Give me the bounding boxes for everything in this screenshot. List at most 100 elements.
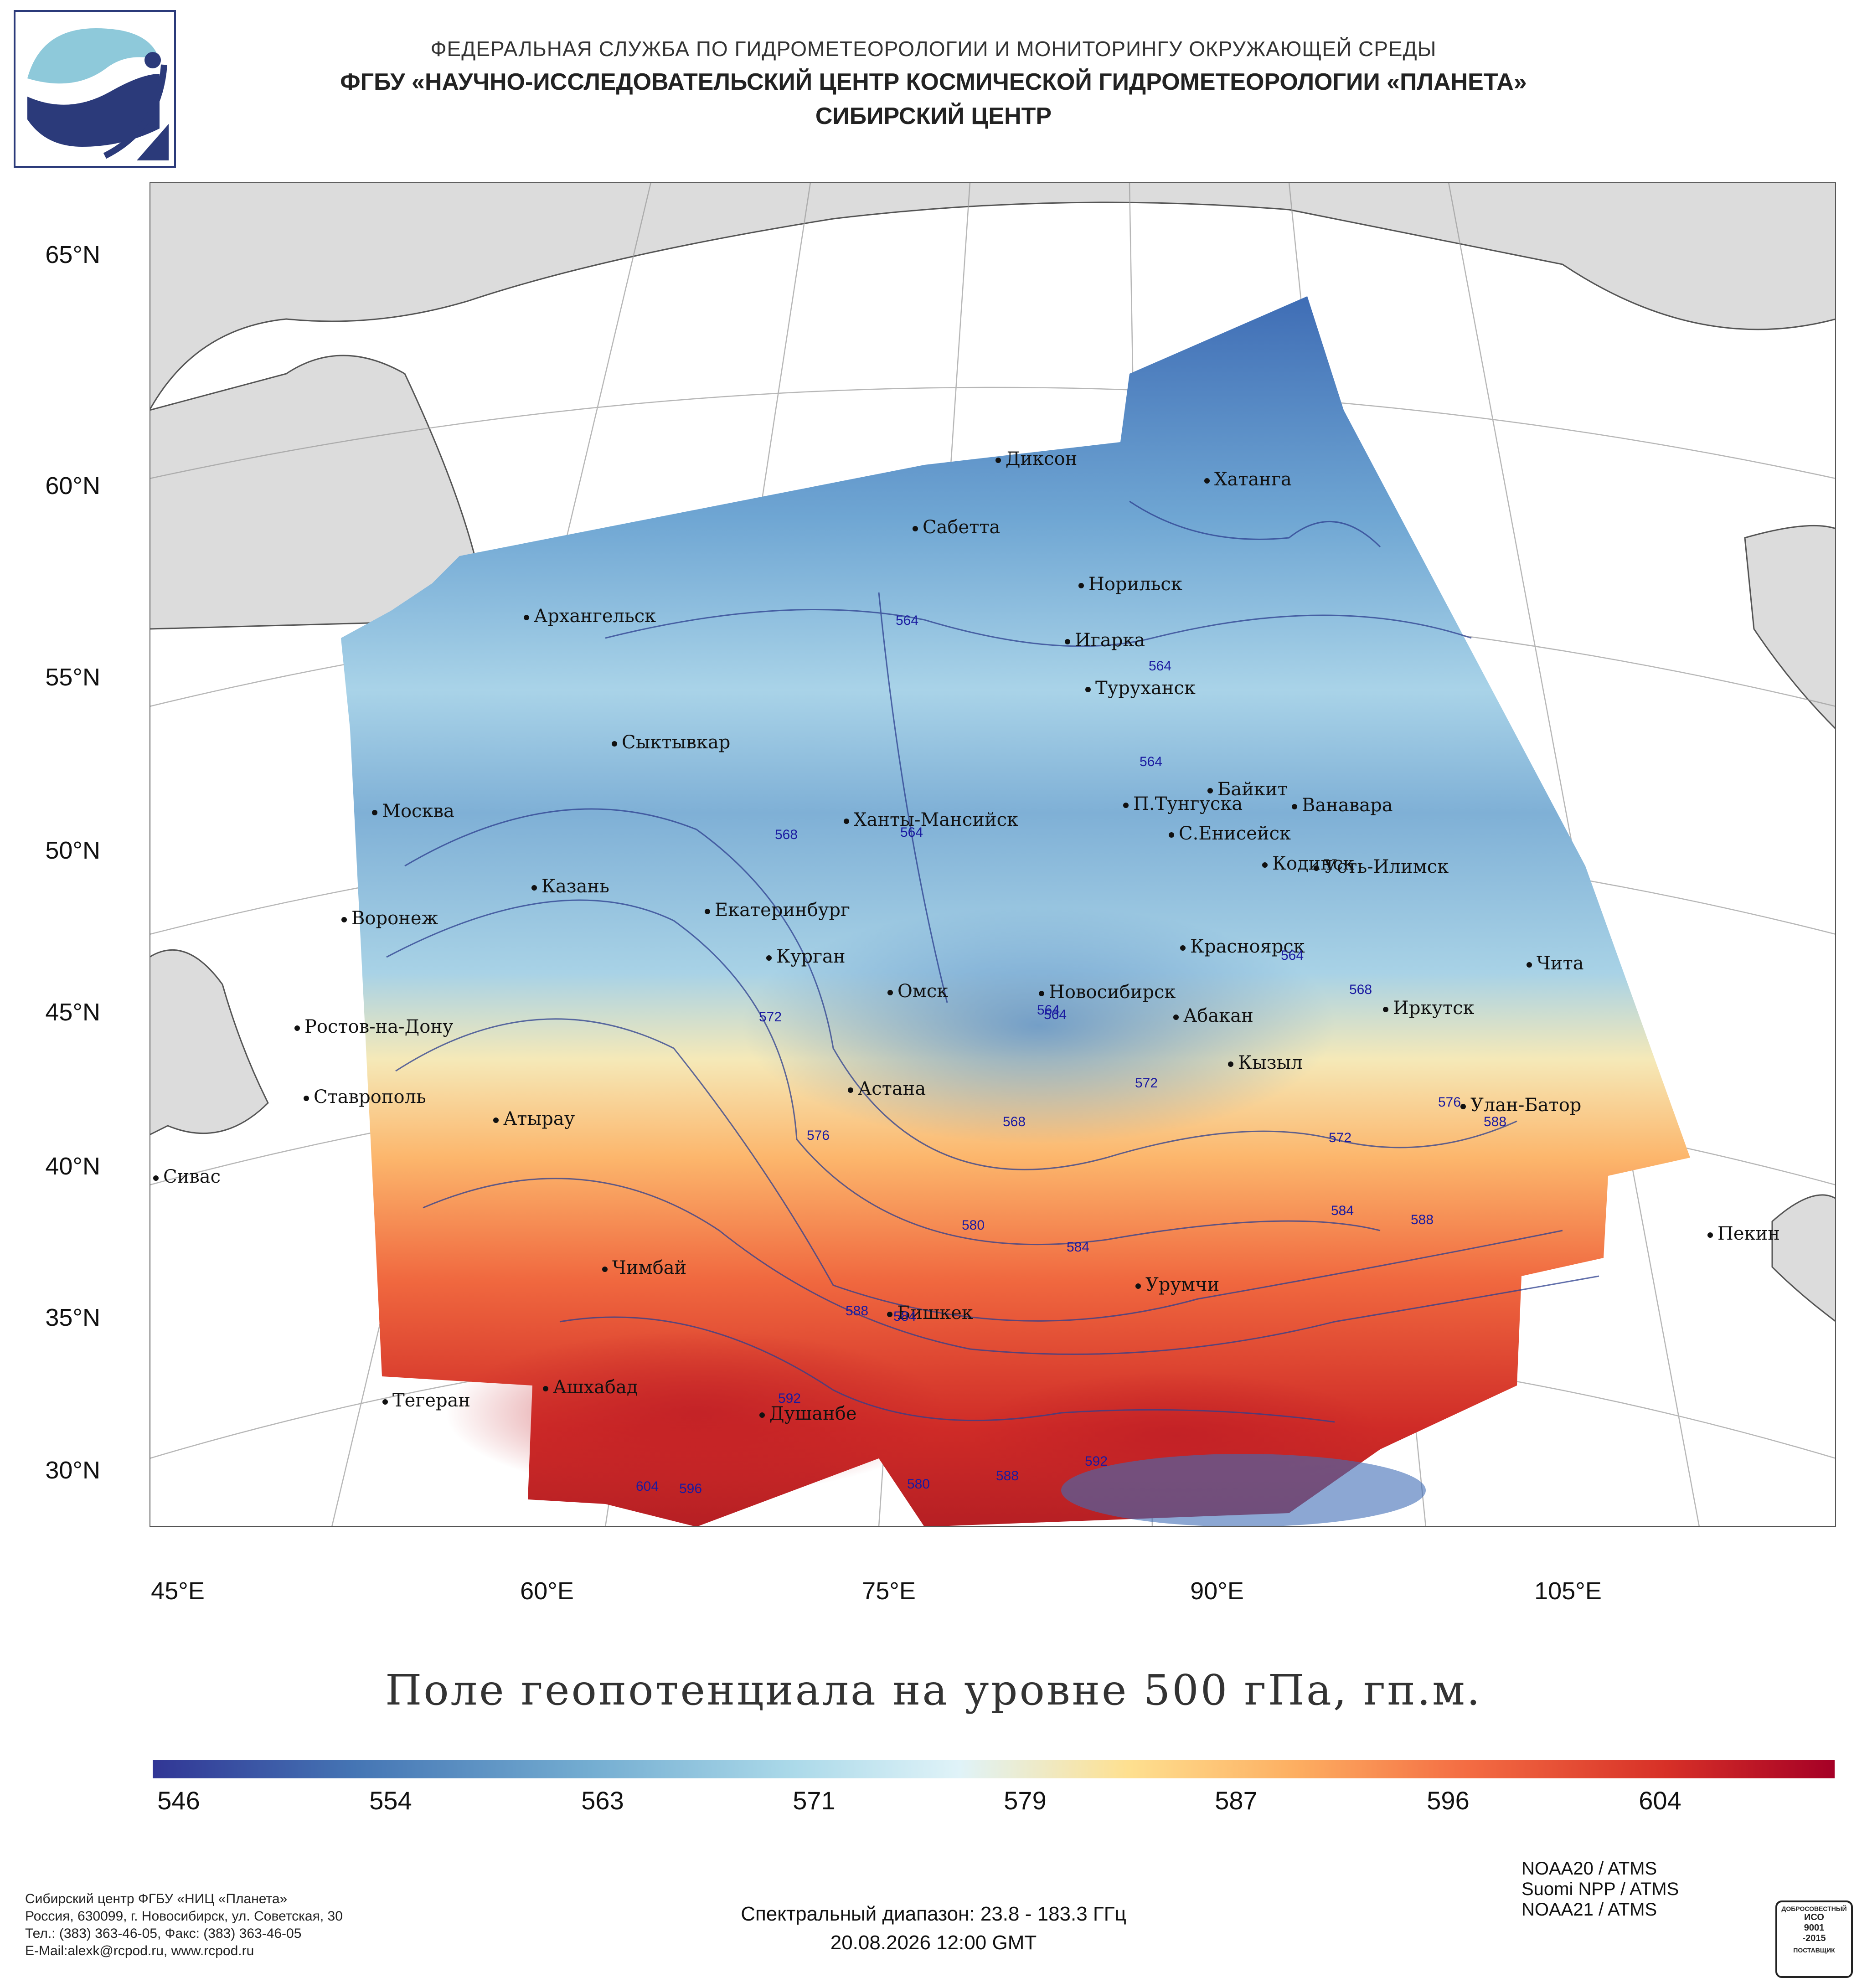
contour-label: 568 <box>1349 982 1372 997</box>
city-label: Красноярск <box>1190 936 1305 957</box>
city-marker <box>1204 478 1210 484</box>
city-marker <box>1527 962 1532 968</box>
contour-label: 564 <box>900 825 923 840</box>
contour-label: 564 <box>1149 659 1172 674</box>
city-label: Воронеж <box>351 908 438 929</box>
contour-label: 572 <box>1135 1076 1158 1091</box>
city-label: Бишкек <box>897 1303 973 1324</box>
city-marker <box>759 1412 765 1418</box>
city-marker <box>1173 1015 1179 1020</box>
city-label: Кодинск <box>1272 853 1355 874</box>
contour-label: 564 <box>1037 1003 1060 1018</box>
city-label: Чита <box>1537 953 1584 974</box>
city-label: Усть-Илимск <box>1324 856 1449 877</box>
city-marker <box>493 1118 499 1123</box>
lat-tick: 60°N <box>45 472 100 500</box>
map-title: Поле геопотенциала на уровне 500 гПа, гп… <box>385 1666 1482 1715</box>
city-label: Ставрополь <box>314 1087 426 1107</box>
iso-year: -2015 <box>1802 1933 1826 1943</box>
contour-label: 564 <box>896 613 919 628</box>
city-marker <box>153 1175 159 1181</box>
city-marker <box>848 1087 853 1093</box>
city-label: Пекин <box>1717 1223 1780 1244</box>
city-label: Сыктывкар <box>622 732 731 753</box>
city-label: Туруханск <box>1095 678 1196 699</box>
lon-tick: 60°E <box>520 1577 574 1605</box>
satellite-item: NOAA21 / ATMS <box>1521 1900 1657 1920</box>
city-marker <box>1262 862 1268 868</box>
contour-label: 592 <box>1085 1454 1108 1469</box>
lat-tick: 40°N <box>45 1153 100 1180</box>
city-label: Кызыл <box>1238 1052 1303 1073</box>
city-label: Хатанга <box>1214 469 1292 490</box>
city-label: С.Енисейск <box>1179 823 1291 844</box>
contour-label: 604 <box>636 1479 659 1494</box>
header-institute: ФГБУ «НАУЧНО-ИССЛЕДОВАТЕЛЬСКИЙ ЦЕНТР КОС… <box>340 69 1527 95</box>
city-label: Байкит <box>1217 779 1288 800</box>
city-marker <box>1085 687 1091 692</box>
contour-label: 568 <box>775 827 798 842</box>
city-label: Диксон <box>1006 448 1078 469</box>
contour-label: 588 <box>1411 1212 1434 1227</box>
contour-label: 588 <box>846 1303 869 1318</box>
city-marker <box>372 810 377 815</box>
footer-contacts: Сибирский центр ФГБУ «НИЦ «Планета» Росс… <box>25 1890 343 1960</box>
iso-label: ИСО <box>1804 1912 1824 1922</box>
contour-label: 580 <box>962 1218 985 1233</box>
colorbar <box>153 1760 1835 1778</box>
city-marker <box>543 1386 548 1391</box>
city-marker <box>341 917 347 922</box>
city-label: Омск <box>897 981 949 1002</box>
city-marker <box>913 526 918 531</box>
colorbar-label: 571 <box>793 1786 836 1815</box>
contour-label: 584 <box>1067 1240 1090 1255</box>
iso-badge: ДОБРОСОВЕСТНЫЙ ИСО 9001 -2015 ПОСТАВЩИК <box>1775 1900 1853 1978</box>
city-marker <box>1065 639 1070 644</box>
city-label: Сивас <box>163 1166 221 1187</box>
contour-label: 580 <box>907 1477 930 1492</box>
footer-email[interactable]: E-Mail:alexk@rcpod.ru, www.rcpod.ru <box>25 1943 254 1958</box>
city-label: Тегеран <box>392 1390 471 1411</box>
contour-label: 564 <box>1140 754 1163 769</box>
colorbar-label: 604 <box>1639 1786 1681 1815</box>
city-label: П.Тунгуска <box>1133 793 1243 814</box>
city-label: Казань <box>542 876 609 897</box>
city-label: Чимбай <box>612 1257 687 1278</box>
lon-tick: 90°E <box>1190 1577 1244 1605</box>
lon-tick: 105°E <box>1534 1577 1602 1605</box>
city-label: Москва <box>382 801 454 822</box>
city-label: Ванавара <box>1302 795 1393 816</box>
city-label: Норильск <box>1088 574 1182 595</box>
city-label: Архангельск <box>534 606 656 627</box>
contour-label: 568 <box>1003 1114 1026 1129</box>
city-marker <box>1228 1061 1233 1067</box>
city-marker <box>612 741 617 747</box>
lat-tick: 65°N <box>45 241 100 268</box>
footer-org: Сибирский центр ФГБУ «НИЦ «Планета» <box>25 1891 288 1906</box>
lon-tick: 75°E <box>862 1577 916 1605</box>
city-label: Астана <box>858 1078 926 1099</box>
city-marker <box>1207 788 1213 793</box>
footer-address: Россия, 630099, г. Новосибирск, ул. Сове… <box>25 1909 343 1924</box>
city-label: Новосибирск <box>1049 982 1176 1003</box>
contour-label: 588 <box>996 1468 1019 1483</box>
city-marker <box>995 458 1001 463</box>
city-marker <box>1314 865 1319 871</box>
contour-label: 596 <box>679 1481 702 1496</box>
contour-label: 588 <box>1484 1114 1507 1129</box>
city-label: Игарка <box>1075 630 1145 651</box>
city-marker <box>1039 991 1044 996</box>
lat-tick: 55°N <box>45 664 100 691</box>
city-marker <box>1135 1283 1141 1289</box>
planeta-logo-icon <box>14 10 176 168</box>
city-label: Ханты-Мансийск <box>854 809 1019 830</box>
city-marker <box>887 990 893 995</box>
city-marker <box>705 909 710 914</box>
city-label: Ростов-на-Дону <box>304 1016 454 1037</box>
city-marker <box>1707 1232 1713 1238</box>
city-label: Урумчи <box>1145 1274 1220 1295</box>
city-marker <box>887 1312 892 1317</box>
colorbar-label: 587 <box>1215 1786 1258 1815</box>
iso-number: 9001 <box>1804 1923 1825 1933</box>
city-marker <box>1078 583 1084 588</box>
